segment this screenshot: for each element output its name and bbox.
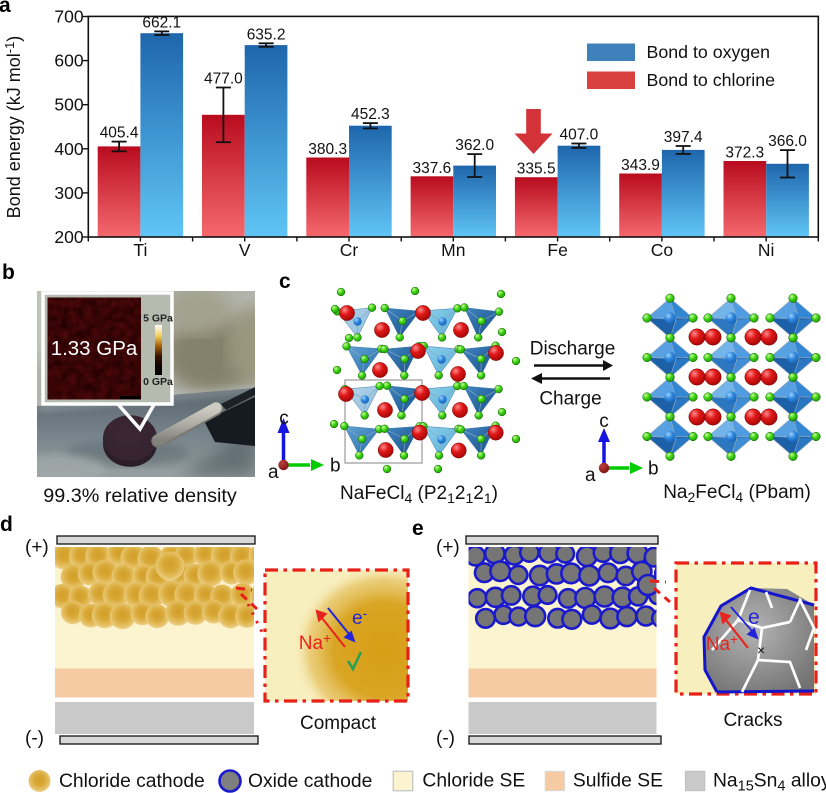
svg-text:(+): (+) <box>436 537 460 558</box>
svg-text:(+): (+) <box>25 537 49 558</box>
svg-text:e: e <box>748 606 760 629</box>
svg-text:Fe: Fe <box>547 240 567 260</box>
svg-text:700: 700 <box>54 7 83 27</box>
svg-text:Na2FeCl4 (Pbam): Na2FeCl4 (Pbam) <box>663 482 811 505</box>
svg-text:V: V <box>239 240 251 260</box>
svg-text:300: 300 <box>54 183 83 203</box>
svg-text:400: 400 <box>54 139 83 159</box>
svg-text:662.1: 662.1 <box>142 14 181 31</box>
svg-text:366.0: 366.0 <box>768 133 807 150</box>
svg-text:Discharge: Discharge <box>530 339 616 360</box>
svg-text:405.4: 405.4 <box>100 125 139 142</box>
svg-text:Sulfide SE: Sulfide SE <box>573 771 663 792</box>
svg-text:c: c <box>599 411 609 432</box>
svg-text:Compact: Compact <box>300 713 377 734</box>
svg-text:a: a <box>585 465 596 486</box>
svg-text:477.0: 477.0 <box>204 71 243 88</box>
svg-text:397.4: 397.4 <box>664 129 703 146</box>
svg-text:Bond energy (kJ mol-1): Bond energy (kJ mol-1) <box>2 36 24 219</box>
svg-text:(-): (-) <box>25 728 44 749</box>
svg-text:343.9: 343.9 <box>621 157 660 174</box>
svg-text:200: 200 <box>54 227 83 247</box>
svg-text:5 GPa: 5 GPa <box>143 313 173 325</box>
svg-text:0 GPa: 0 GPa <box>143 376 173 388</box>
svg-text:c: c <box>279 408 289 429</box>
svg-text:Cracks: Cracks <box>723 710 782 731</box>
svg-text:NaFeCl4 (P212121): NaFeCl4 (P212121) <box>340 483 498 506</box>
svg-text:337.6: 337.6 <box>413 160 452 177</box>
svg-text:362.0: 362.0 <box>455 137 494 154</box>
svg-text:b: b <box>648 459 659 480</box>
svg-text:×: × <box>757 642 765 658</box>
svg-text:Charge: Charge <box>539 389 601 410</box>
svg-text:452.3: 452.3 <box>351 106 390 123</box>
svg-text:Bond to oxygen: Bond to oxygen <box>647 42 771 62</box>
svg-text:372.3: 372.3 <box>725 145 764 162</box>
svg-text:Chloride SE: Chloride SE <box>422 771 525 792</box>
svg-text:Mn: Mn <box>441 240 465 260</box>
svg-text:Ni: Ni <box>758 240 775 260</box>
svg-text:407.0: 407.0 <box>560 127 599 144</box>
svg-text:Cr: Cr <box>340 240 359 260</box>
svg-text:335.5: 335.5 <box>517 161 556 178</box>
svg-text:380.3: 380.3 <box>308 141 347 158</box>
svg-text:Chloride cathode: Chloride cathode <box>59 771 205 792</box>
svg-text:500: 500 <box>54 95 83 115</box>
svg-text:635.2: 635.2 <box>247 26 286 43</box>
svg-text:b: b <box>330 456 341 477</box>
svg-text:Oxide cathode: Oxide cathode <box>248 771 372 792</box>
svg-text:600: 600 <box>54 51 83 71</box>
svg-text:Na15Sn4 alloy: Na15Sn4 alloy <box>713 771 826 793</box>
svg-text:Co: Co <box>651 240 673 260</box>
svg-text:Bond to chlorine: Bond to chlorine <box>647 70 776 90</box>
svg-text:(-): (-) <box>436 728 455 749</box>
svg-text:Ti: Ti <box>133 240 147 260</box>
svg-text:a: a <box>268 462 279 483</box>
svg-text:1.33 GPa: 1.33 GPa <box>51 337 138 360</box>
